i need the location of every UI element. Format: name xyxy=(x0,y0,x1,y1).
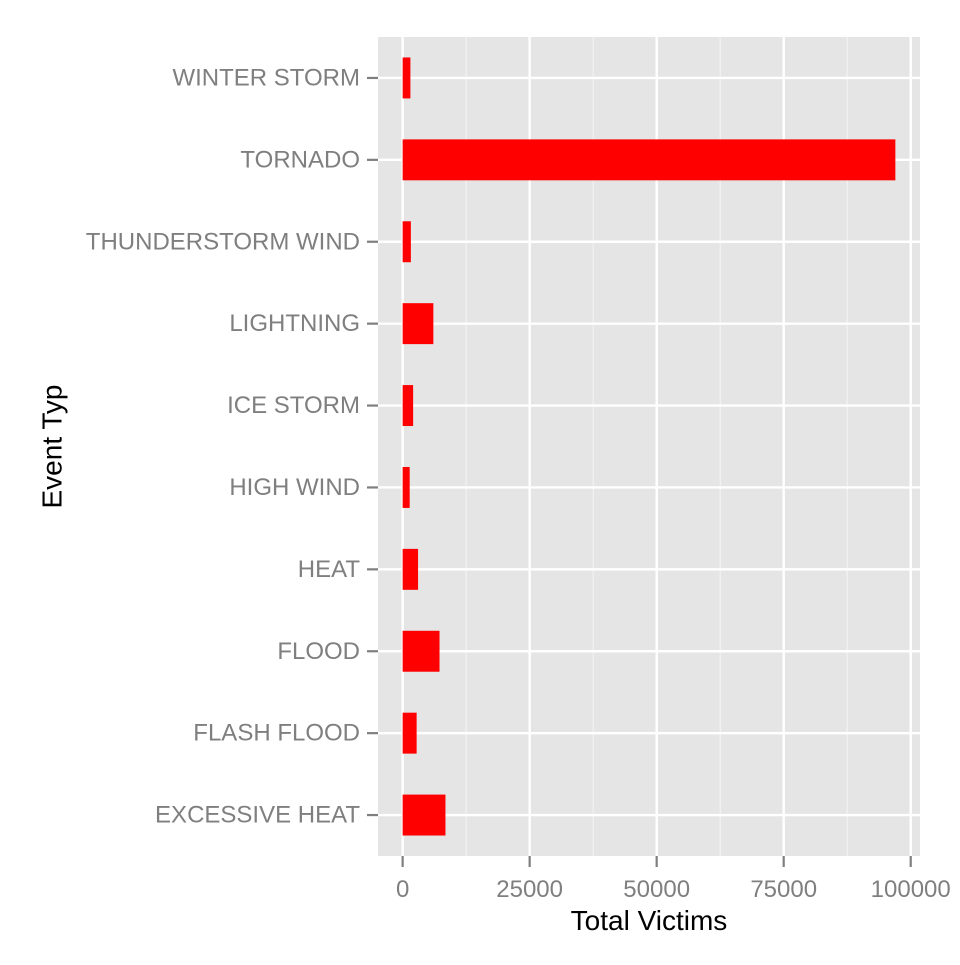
y-tick-label: THUNDERSTORM WIND xyxy=(86,228,360,255)
bar-flash-flood xyxy=(402,712,417,754)
bar-thunderstorm-wind xyxy=(402,221,411,263)
bars xyxy=(402,57,896,836)
bar-flood xyxy=(402,630,440,672)
bar-tornado xyxy=(402,139,896,181)
bar-lightning xyxy=(402,303,434,345)
y-axis: EXCESSIVE HEAT FLASH FLOOD FLOOD HEAT HIGH W… xyxy=(86,64,378,829)
bar-excessive-heat xyxy=(402,794,446,836)
bar-ice-storm xyxy=(402,385,414,427)
x-tick-label: 50000 xyxy=(623,876,690,903)
y-tick-label: HIGH WIND xyxy=(229,474,360,501)
bar-high-wind xyxy=(402,466,410,508)
y-tick-label: EXCESSIVE HEAT xyxy=(155,802,360,829)
y-tick-label: ICE STORM xyxy=(227,392,360,419)
y-tick-label: FLASH FLOOD xyxy=(193,720,360,747)
y-tick-label: LIGHTNING xyxy=(229,310,360,337)
x-axis: 0 25000 50000 75000 100000 xyxy=(396,856,951,903)
bar-winter-storm xyxy=(402,57,411,99)
y-tick-label: FLOOD xyxy=(277,638,360,665)
x-tick-label: 0 xyxy=(396,876,409,903)
x-tick-label: 25000 xyxy=(496,876,563,903)
y-tick-label: TORNADO xyxy=(240,146,360,173)
x-tick-label: 75000 xyxy=(750,876,817,903)
y-axis-title: Event Typ xyxy=(37,384,68,508)
x-axis-title: Total Victims xyxy=(571,905,728,936)
bar-heat xyxy=(402,548,419,590)
y-tick-label: WINTER STORM xyxy=(172,64,360,91)
y-tick-label: HEAT xyxy=(298,556,361,583)
x-tick-label: 100000 xyxy=(871,876,951,903)
